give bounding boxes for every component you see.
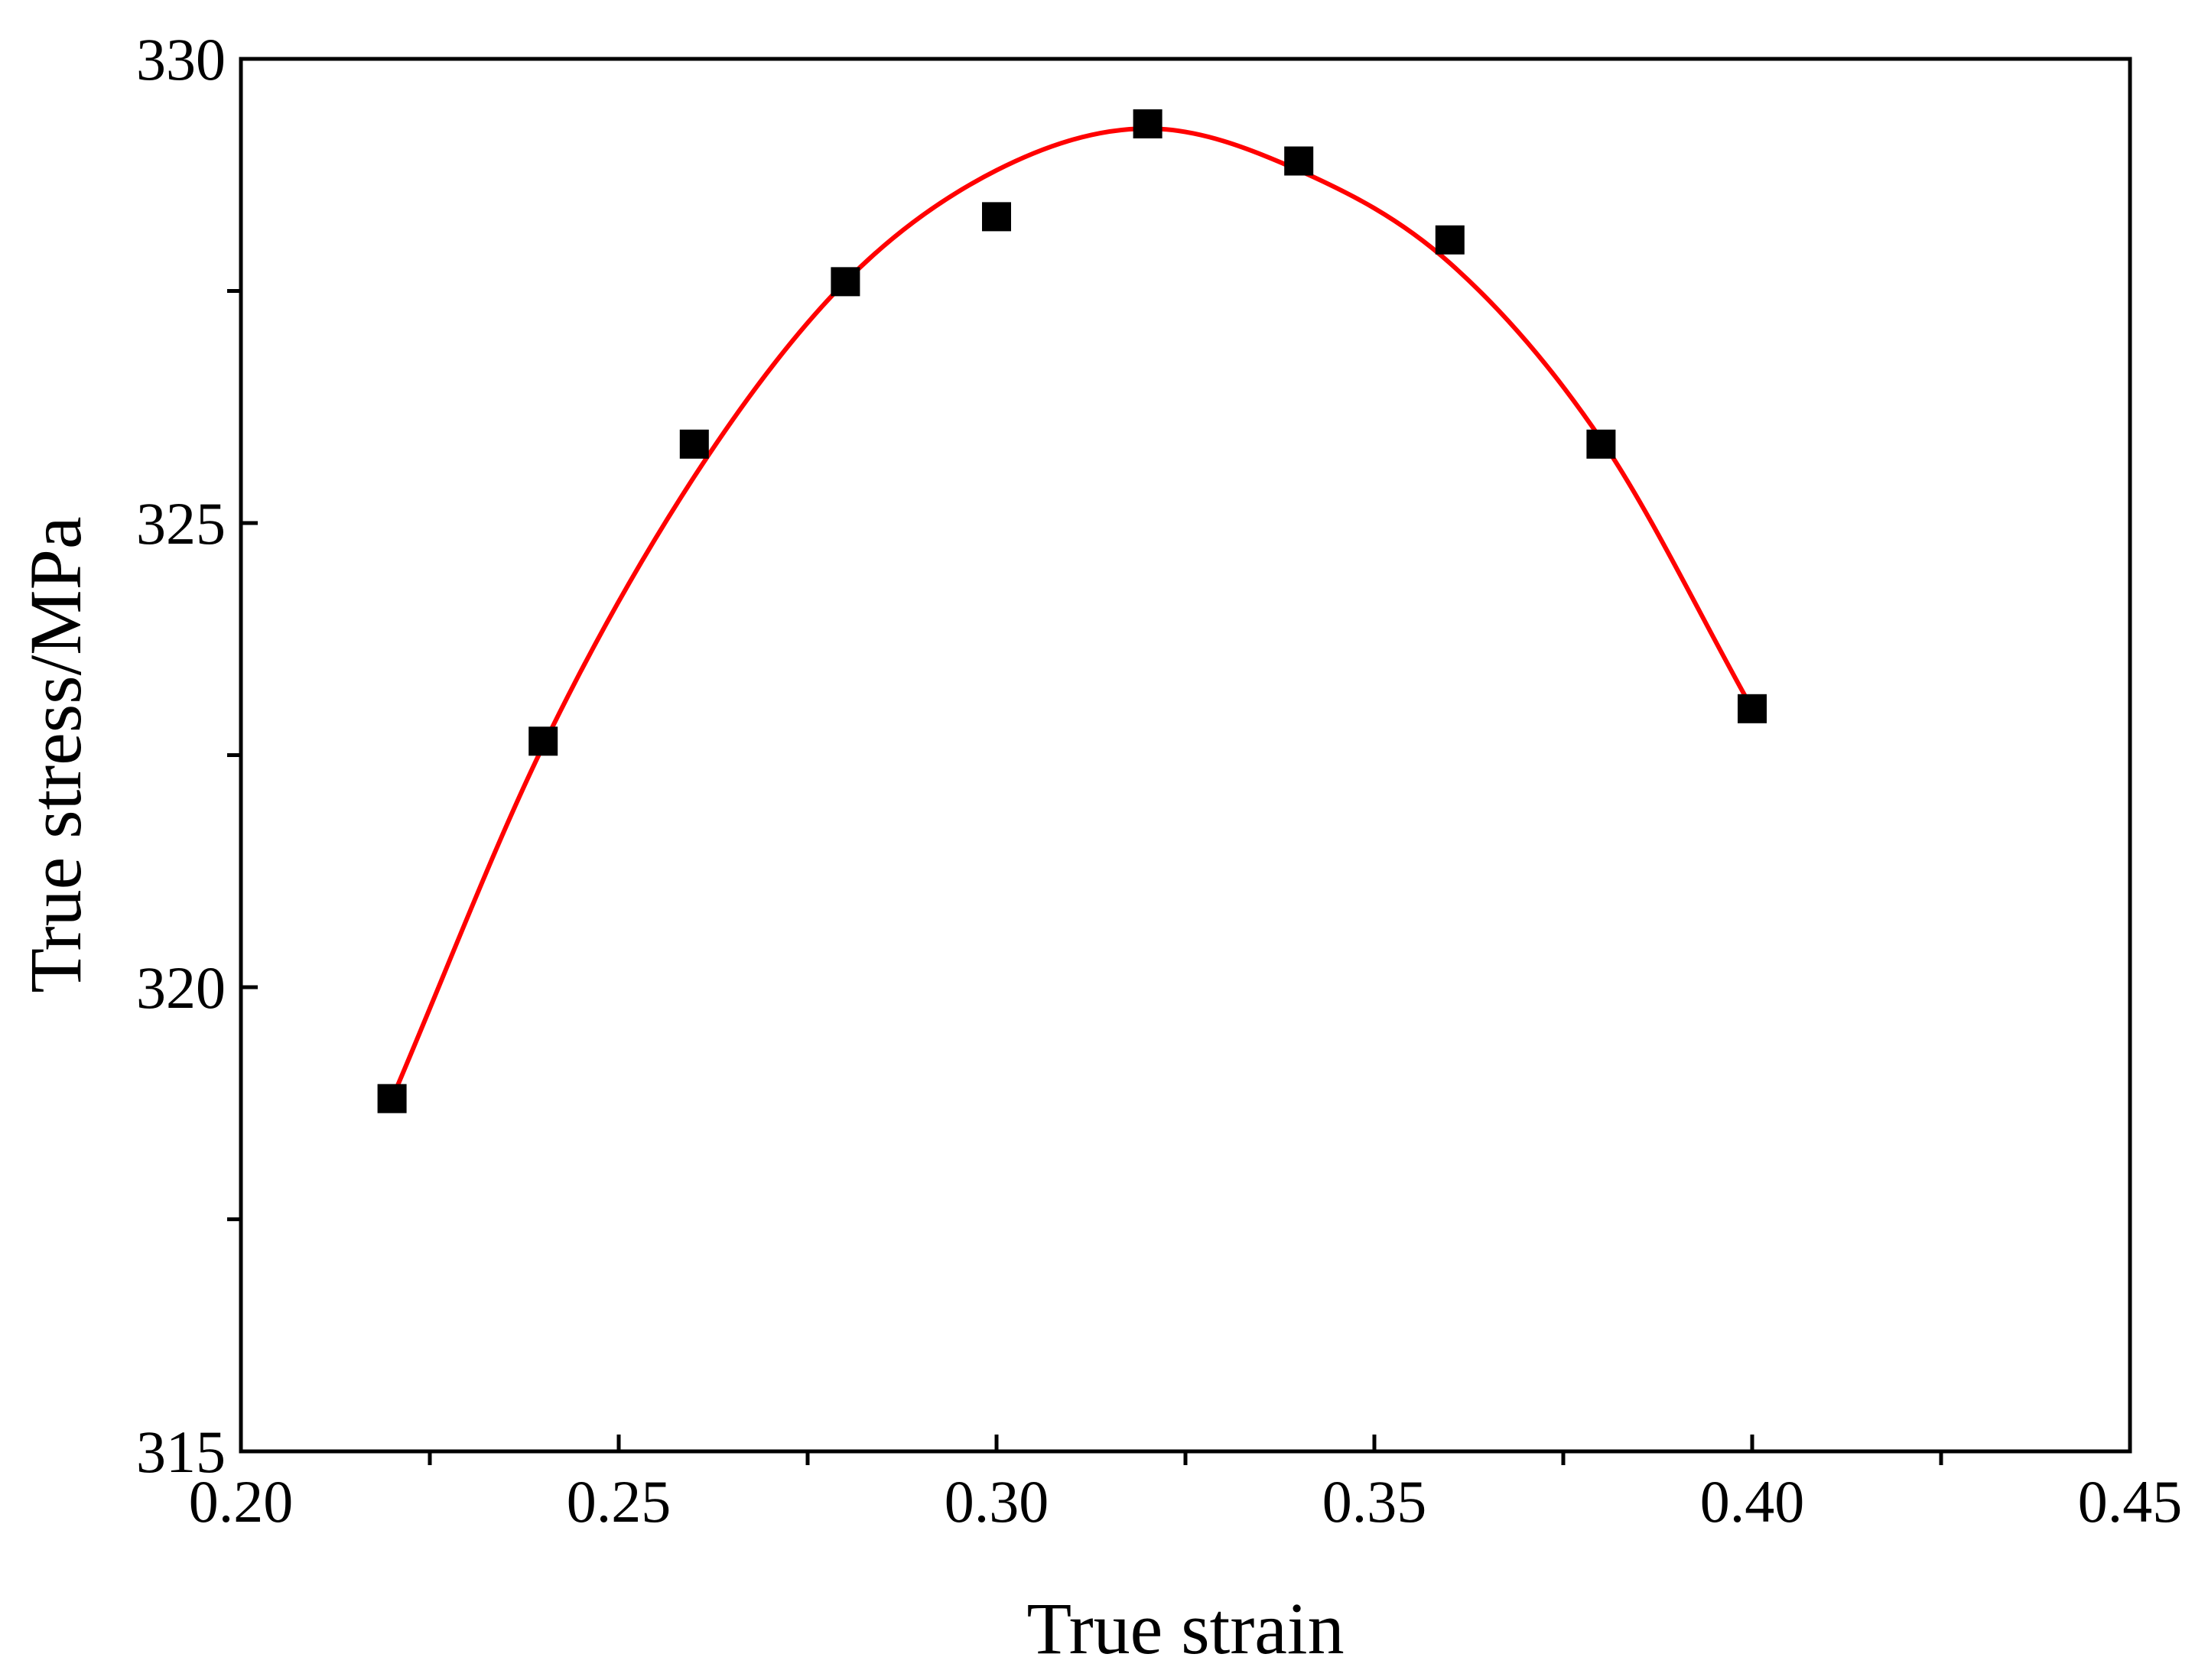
x-axis-title: True strain — [1026, 1587, 1344, 1669]
y-tick-label: 320 — [136, 954, 226, 1021]
x-tick-label: 0.40 — [1700, 1468, 1805, 1535]
plot-frame — [239, 57, 2132, 1454]
x-tick-label: 0.20 — [189, 1468, 294, 1535]
y-tick-label: 330 — [136, 26, 226, 93]
y-axis-title: True stress/MPa — [15, 516, 96, 993]
data-point — [1133, 109, 1163, 138]
fit-curve-layer — [389, 126, 1754, 1101]
x-tick-label: 0.45 — [2078, 1468, 2183, 1535]
data-point — [982, 202, 1011, 232]
x-tick-label: 0.30 — [945, 1468, 1049, 1535]
x-tick-label: 0.35 — [1322, 1468, 1427, 1535]
data-point — [1284, 146, 1314, 176]
y-tick-label: 315 — [136, 1418, 226, 1485]
axis-ticks — [227, 57, 2132, 1465]
data-point — [1435, 225, 1465, 255]
data-point — [377, 1084, 407, 1113]
data-points-layer — [377, 109, 1767, 1113]
data-point — [679, 429, 709, 459]
data-point — [1738, 694, 1767, 723]
axis-tick-labels: 0.20 0.25 0.30 0.35 0.40 0.45 315 320 325 330 — [136, 26, 2182, 1535]
fit-curve — [389, 126, 1754, 1101]
data-point — [528, 726, 558, 756]
y-tick-label: 325 — [136, 490, 226, 557]
data-point — [1586, 429, 1616, 459]
data-point — [831, 267, 860, 297]
x-tick-label: 0.25 — [567, 1468, 672, 1535]
